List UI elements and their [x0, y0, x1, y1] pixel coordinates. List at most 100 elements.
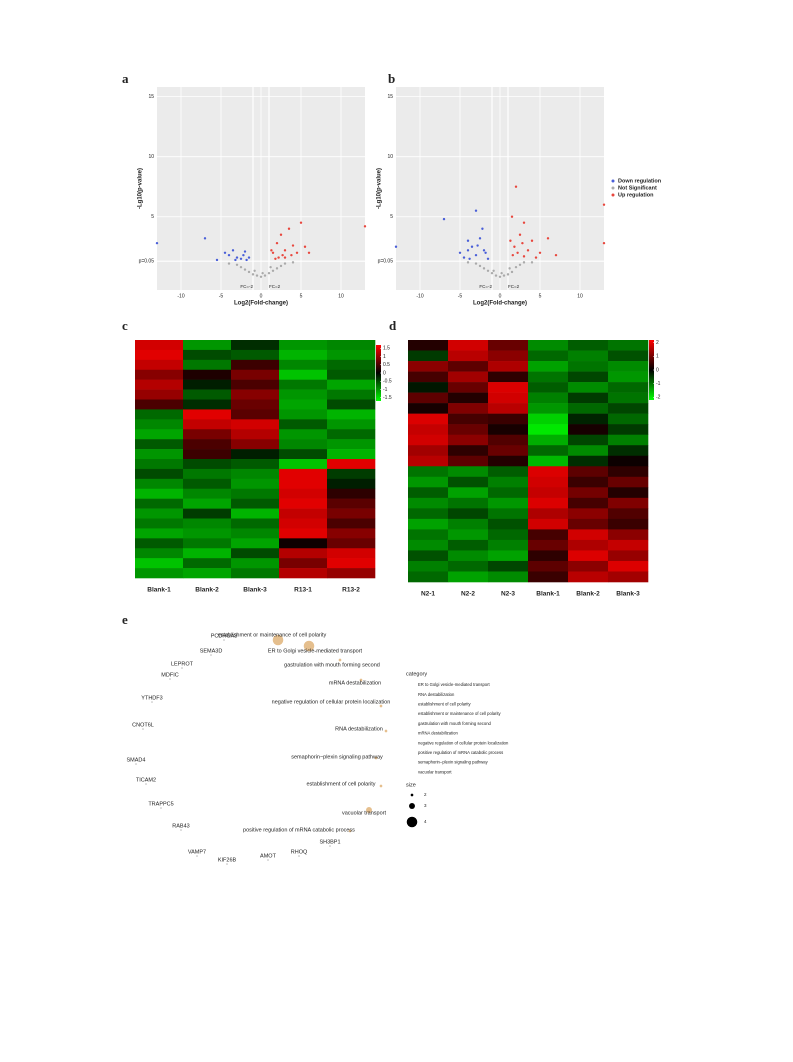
heatmap-cell	[135, 379, 184, 390]
heatmap-cell	[408, 445, 449, 457]
heatmap-cell	[327, 349, 376, 361]
point	[514, 185, 518, 188]
point	[522, 261, 526, 264]
point	[242, 253, 245, 257]
heatmap-cell	[608, 487, 649, 499]
heatmap-cell	[408, 539, 449, 551]
heatmap-cell	[568, 361, 609, 372]
heatmap-cell	[448, 350, 489, 362]
point	[462, 256, 466, 259]
point	[283, 262, 287, 265]
heatmap-cell	[448, 466, 489, 478]
x-tick-label: -5	[219, 293, 224, 299]
heatmap-cell	[135, 558, 184, 569]
heatmap-cell	[327, 419, 376, 430]
gene-label: RHOQ	[291, 849, 308, 855]
size-legend-label: 2	[424, 792, 427, 797]
heatmap-cell	[183, 528, 232, 539]
heatmap-cell	[135, 538, 184, 549]
heatmap-cell	[488, 361, 529, 372]
heatmap-cell	[408, 550, 449, 562]
threshold-label: FC=-2	[479, 284, 492, 289]
size-legend-label: 4	[424, 819, 427, 824]
point	[283, 256, 287, 259]
y-axis-label: -Lg10(p-value)	[138, 168, 144, 209]
heatmap-cell	[183, 369, 232, 380]
gene-node	[210, 654, 212, 656]
heatmap-cell	[488, 487, 529, 499]
heatmap-cell	[231, 478, 280, 490]
point	[253, 269, 256, 272]
heatmap-cell	[327, 548, 376, 559]
heatmap-cell	[488, 466, 529, 478]
point	[283, 249, 287, 252]
point	[490, 271, 494, 275]
threshold-label: FC=2	[508, 284, 520, 289]
heatmap-cell	[327, 409, 376, 420]
heatmap-cell	[231, 379, 280, 390]
point	[223, 251, 227, 254]
point	[307, 251, 311, 254]
heatmap-cell	[279, 528, 328, 539]
heatmap-cell	[528, 455, 569, 467]
colorbar-label: -0.5	[383, 379, 392, 385]
point	[245, 258, 248, 262]
y-tick-label: 10	[387, 154, 393, 160]
y-tick-label: p=0.05	[139, 258, 155, 264]
heatmap-cell	[528, 361, 569, 372]
x-tick-label: -5	[458, 293, 463, 299]
heatmap-cell	[183, 399, 232, 410]
legend-label: positive regulation of mRNA catabolic pr…	[418, 750, 503, 755]
legend-label: vacuolar transport	[418, 769, 452, 774]
point	[235, 263, 239, 266]
point	[290, 253, 293, 257]
heatmap-cell	[135, 359, 184, 371]
heatmap-cell	[408, 434, 449, 446]
heatmap-cell	[327, 528, 376, 539]
point	[518, 233, 522, 236]
gene-label: AMOT	[260, 853, 277, 859]
heatmap-cell	[408, 403, 449, 414]
heatmap-cell	[528, 529, 569, 541]
heatmap-cell	[231, 449, 280, 460]
x-tick-label: 5	[300, 293, 303, 299]
heatmap-cell	[568, 476, 609, 488]
heatmap-cell	[183, 508, 232, 519]
point	[271, 251, 275, 254]
heatmap-cell	[408, 382, 449, 393]
heatmap-cell	[608, 382, 649, 393]
heatmap-cell	[135, 449, 184, 460]
heatmap-cell	[608, 497, 649, 509]
gene-label: TICAM2	[136, 777, 156, 783]
heatmap-cell	[327, 478, 376, 490]
point	[530, 239, 534, 242]
gene-node	[135, 763, 137, 765]
heatmap-cell	[231, 419, 280, 430]
heatmap-cell	[568, 560, 609, 572]
heatmap-cell	[279, 419, 328, 430]
heatmap-cell	[408, 560, 449, 572]
point	[554, 253, 558, 257]
column-label: Blank-2	[576, 591, 600, 598]
heatmap-cell	[279, 508, 328, 519]
heatmap-cell	[608, 550, 649, 562]
point	[299, 221, 303, 224]
x-axis-label: Log2(Fold-change)	[234, 301, 288, 307]
heatmap-cell	[528, 476, 569, 488]
heatmap-cell	[135, 468, 184, 480]
point	[510, 270, 514, 274]
point	[243, 250, 247, 253]
heatmap-cell	[135, 439, 184, 450]
heatmap-cell	[528, 550, 569, 562]
term-label: positive regulation of mRNA catabolic pr…	[243, 827, 355, 833]
heatmap-cell	[568, 497, 609, 509]
heatmap-cell	[608, 476, 649, 488]
colorbar-label: -2	[656, 395, 661, 401]
point	[500, 271, 503, 275]
point	[235, 256, 239, 259]
heatmap-cell	[135, 399, 184, 410]
heatmap-cell	[408, 424, 449, 435]
heatmap-cell	[327, 399, 376, 410]
heatmap-cell	[608, 518, 649, 530]
legend-label: establishment of cell polarity	[418, 702, 472, 707]
